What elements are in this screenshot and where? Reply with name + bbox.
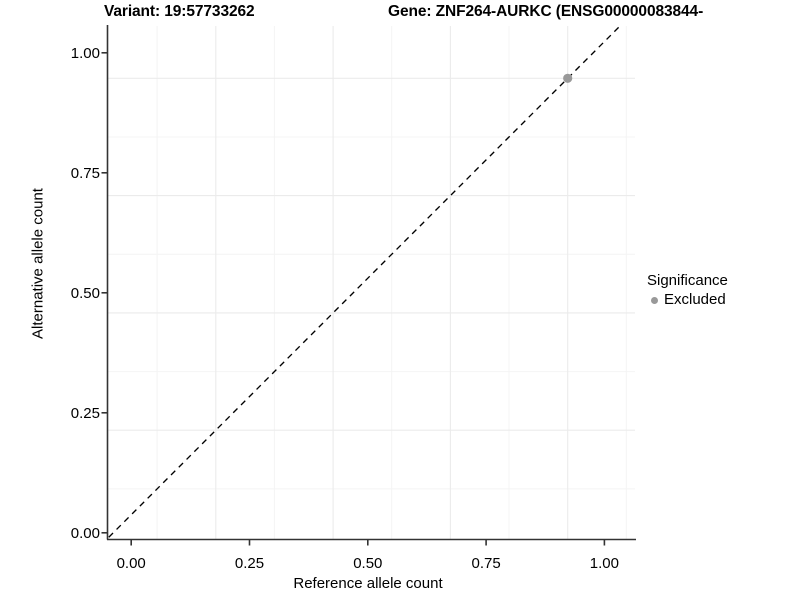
x-tick-label: 0.25 [234,555,265,572]
legend-item-excluded[interactable]: Excluded [647,291,728,309]
plot-panel [107,26,635,539]
grid-minor-vertical [156,26,627,539]
x-tick-label: 1.00 [589,555,619,572]
grid-major-vertical [215,26,569,539]
y-tick-label: 0.50 [70,284,100,302]
x-axis-tick-labels: 0.00 0.25 0.50 0.75 1.00 [0,556,800,576]
plot-canvas [107,26,635,539]
legend: Significance Excluded [647,272,728,309]
y-tick-label: 0.75 [70,164,100,182]
legend-point-icon [647,292,663,308]
y-tick-label: 0.00 [70,524,100,542]
y-axis-tick-labels: 1.00 0.75 0.50 0.25 0.00 [40,0,100,600]
plot-title-variant: Variant: 19:57733262 [104,3,255,20]
x-tick-label: 0.00 [116,555,146,572]
x-axis-title: Reference allele count [293,575,443,592]
y-tick-label: 0.25 [70,404,100,422]
grid-major-horizontal [107,77,635,431]
data-point-excluded[interactable] [563,73,573,83]
legend-item-label: Excluded [664,291,726,308]
legend-title: Significance [647,272,728,289]
plot-title-gene: Gene: ZNF264-AURKC (ENSG00000083844- [388,3,704,20]
x-tick-label: 0.75 [471,555,501,572]
plot-title: Variant: 19:57733262 Gene: ZNF264-AURKC … [0,0,800,26]
y-tick-label: 1.00 [70,44,100,62]
grid-minor-horizontal [107,136,635,490]
x-tick-label: 0.50 [353,555,383,572]
x-axis-ticks [130,539,606,546]
panel-background [107,26,635,539]
